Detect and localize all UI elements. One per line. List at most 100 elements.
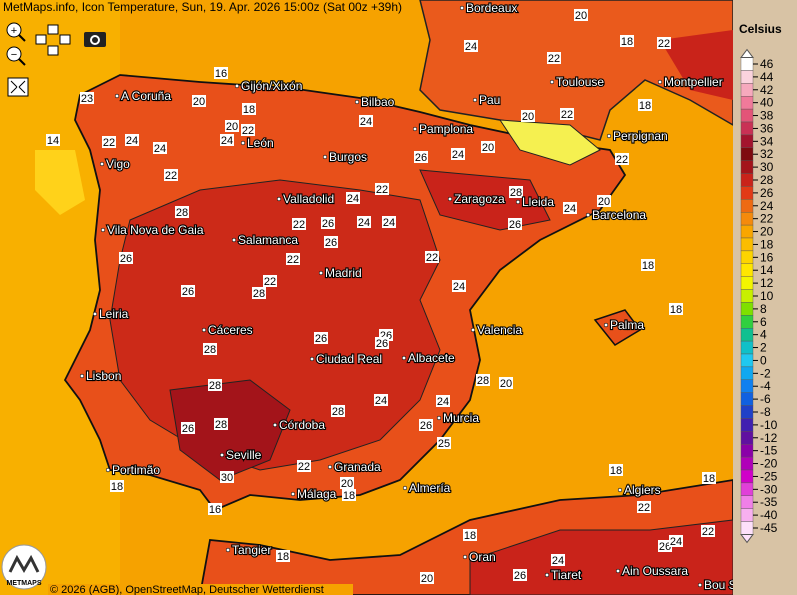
legend-swatch: [740, 108, 754, 123]
contour-label: 20: [500, 378, 512, 390]
city-dot: [322, 154, 328, 160]
legend-label: 46: [760, 57, 774, 71]
legend-swatch: [740, 456, 754, 471]
contour-label-bg: [125, 134, 139, 146]
contour-label-bg: [181, 422, 195, 434]
contour-label: 28: [209, 380, 221, 392]
contour-label-bg: [702, 472, 716, 484]
contour-label: 18: [111, 481, 123, 493]
contour-label-bg: [164, 169, 178, 181]
legend-label: -45: [760, 521, 778, 535]
city-dot: [549, 79, 555, 85]
contour-label-bg: [451, 148, 465, 160]
contour-label-bg: [420, 572, 434, 584]
contour-label-bg: [513, 569, 527, 581]
legend-swatch: [740, 83, 754, 97]
legend-swatch: [740, 405, 754, 419]
city-label: Albacete: [408, 351, 455, 365]
city-dot: [309, 356, 315, 362]
legend-label: 22: [760, 212, 774, 226]
contour-label-bg: [574, 9, 588, 21]
city-label: Barcelona: [592, 208, 646, 222]
city-dot: [354, 99, 360, 105]
contour-label-bg: [340, 477, 354, 489]
zoom-out[interactable]: −: [6, 46, 26, 66]
city-dot: [219, 452, 225, 458]
legend-swatch: [740, 276, 754, 290]
contour-label: 26: [325, 237, 337, 249]
contour-label-bg: [638, 99, 652, 111]
legend-label: 18: [760, 237, 774, 251]
fullscreen[interactable]: [7, 77, 29, 97]
legend-label: 32: [760, 147, 774, 161]
legend-label: 14: [760, 263, 774, 277]
contour-label: 30: [221, 472, 233, 484]
legend-label: -6: [760, 392, 771, 406]
city-label: Palma: [610, 318, 644, 332]
contour-label: 24: [465, 41, 477, 53]
contour-label-bg: [547, 52, 561, 64]
legend-swatch: [740, 186, 754, 200]
city-label: Ciudad Real: [316, 352, 382, 366]
contour-label-bg: [597, 195, 611, 207]
contour-label: 20: [193, 96, 205, 108]
contour-label: 18: [621, 36, 633, 48]
contour-label-bg: [342, 489, 356, 501]
contour-label-bg: [658, 540, 672, 552]
city-dot: [327, 464, 333, 470]
contour-label: 22: [293, 219, 305, 231]
contour-label-bg: [225, 120, 239, 132]
contour-label-bg: [276, 550, 290, 562]
legend-swatch: [740, 392, 754, 406]
legend-swatch: [740, 340, 754, 355]
contour-label: 24: [347, 193, 359, 205]
legend-swatch: [740, 353, 754, 368]
contour-label-bg: [551, 554, 565, 566]
legend-label: -35: [760, 495, 778, 509]
contour-label-bg: [175, 206, 189, 218]
city-dot: [114, 93, 120, 99]
contour-label-bg: [242, 103, 256, 115]
france-hot: [660, 30, 733, 100]
city-dot: [447, 196, 453, 202]
contour-label: 20: [421, 573, 433, 585]
zoom-in[interactable]: +: [6, 22, 26, 42]
contour-label-bg: [324, 236, 338, 248]
legend-label: 16: [760, 250, 774, 264]
contour-label: 26: [182, 286, 194, 298]
contour-label-bg: [314, 332, 328, 344]
city-label: Oran: [469, 550, 496, 564]
contour-label: 20: [575, 10, 587, 22]
city-label: Bilbao: [361, 95, 395, 109]
contour-label-bg: [263, 275, 277, 287]
pan-arrows[interactable]: [35, 24, 71, 56]
contour-label-bg: [241, 124, 255, 136]
legend-label: 20: [760, 225, 774, 239]
contour-label: 28: [215, 419, 227, 431]
legend-swatch: [740, 134, 754, 148]
legend-swatch: [740, 482, 754, 496]
contour-label-bg: [208, 379, 222, 391]
contour-label-bg: [181, 285, 195, 297]
contour-label-bg: [463, 529, 477, 541]
contour-label: 26: [376, 338, 388, 350]
city-dot: [515, 199, 521, 205]
contour-label-bg: [119, 252, 133, 264]
footer-bg: [48, 584, 353, 595]
contour-label: 28: [332, 406, 344, 418]
contour-label: 26: [315, 333, 327, 345]
contour-label: 22: [658, 38, 670, 50]
contour-label: 24: [375, 395, 387, 407]
contour-label-bg: [297, 460, 311, 472]
city-dot: [462, 554, 468, 560]
contour-label: 24: [670, 536, 682, 548]
contour-label: 24: [221, 135, 233, 147]
city-label: Leiria: [99, 307, 129, 321]
contour-label: 28: [176, 207, 188, 219]
contour-label-bg: [425, 251, 439, 263]
legend-swatch: [740, 160, 754, 174]
camera[interactable]: [84, 32, 106, 47]
svg-text:+: +: [11, 25, 17, 37]
legend-swatch: [740, 418, 754, 432]
